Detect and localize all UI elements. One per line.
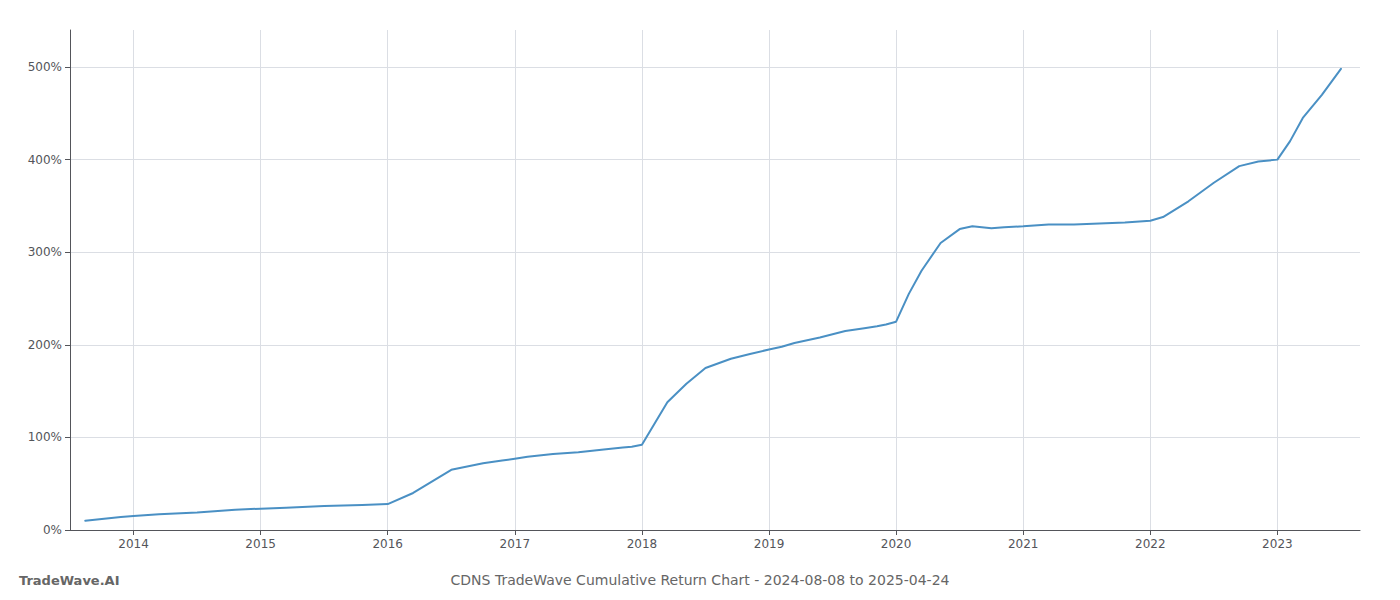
svg-text:200%: 200%	[28, 338, 62, 352]
svg-text:2023: 2023	[1262, 537, 1293, 551]
svg-text:TradeWave.AI: TradeWave.AI	[19, 573, 120, 588]
svg-text:2020: 2020	[881, 537, 912, 551]
svg-text:0%: 0%	[43, 523, 62, 537]
svg-text:100%: 100%	[28, 430, 62, 444]
svg-text:400%: 400%	[28, 153, 62, 167]
svg-text:2017: 2017	[500, 537, 531, 551]
svg-text:2014: 2014	[118, 537, 149, 551]
svg-text:500%: 500%	[28, 60, 62, 74]
svg-text:2019: 2019	[754, 537, 785, 551]
svg-text:2018: 2018	[627, 537, 658, 551]
svg-text:2015: 2015	[245, 537, 276, 551]
svg-text:2016: 2016	[372, 537, 403, 551]
svg-text:2022: 2022	[1135, 537, 1166, 551]
svg-text:2021: 2021	[1008, 537, 1039, 551]
svg-text:300%: 300%	[28, 245, 62, 259]
svg-text:CDNS TradeWave Cumulative Retu: CDNS TradeWave Cumulative Return Chart -…	[451, 572, 950, 588]
